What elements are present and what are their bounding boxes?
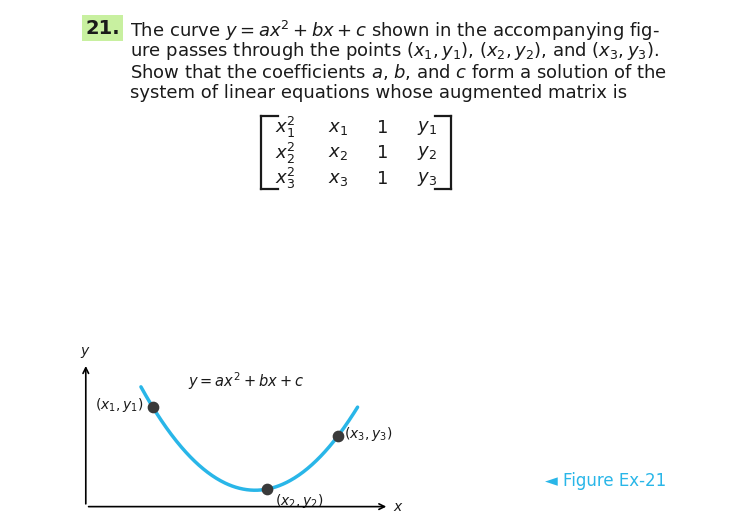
Text: $x_2$: $x_2$ bbox=[328, 144, 347, 162]
Point bbox=[332, 432, 344, 440]
Text: ◄ Figure Ex-21: ◄ Figure Ex-21 bbox=[545, 472, 666, 491]
Text: $1$: $1$ bbox=[376, 144, 388, 162]
Text: $y_3$: $y_3$ bbox=[416, 170, 437, 188]
Text: $1$: $1$ bbox=[376, 119, 388, 137]
Text: $(x_2, y_2)$: $(x_2, y_2)$ bbox=[275, 493, 324, 510]
Text: $y = ax^2 + bx + c$: $y = ax^2 + bx + c$ bbox=[188, 371, 304, 393]
Text: $x_1$: $x_1$ bbox=[328, 119, 347, 137]
Text: The curve $y = ax^2 + bx + c$ shown in the accompanying fig-: The curve $y = ax^2 + bx + c$ shown in t… bbox=[130, 19, 660, 43]
Text: $x_3^2$: $x_3^2$ bbox=[275, 166, 296, 192]
Text: ure passes through the points $(x_1, y_1)$, $(x_2, y_2)$, and $(x_3, y_3)$.: ure passes through the points $(x_1, y_1… bbox=[130, 40, 659, 62]
Text: $y$: $y$ bbox=[80, 345, 91, 360]
Text: $x_1^2$: $x_1^2$ bbox=[275, 115, 296, 140]
Point bbox=[147, 403, 159, 411]
Text: $x_2^2$: $x_2^2$ bbox=[275, 140, 296, 166]
Text: Show that the coefficients $a$, $b$, and $c$ form a solution of the: Show that the coefficients $a$, $b$, and… bbox=[130, 62, 667, 82]
Text: $(x_1, y_1)$: $(x_1, y_1)$ bbox=[95, 396, 143, 414]
Text: $1$: $1$ bbox=[376, 170, 388, 188]
Text: $x_3$: $x_3$ bbox=[327, 170, 348, 188]
Text: 21.: 21. bbox=[85, 19, 119, 38]
Text: $y_2$: $y_2$ bbox=[417, 144, 436, 162]
Text: $y_1$: $y_1$ bbox=[417, 119, 436, 137]
Text: $(x_3, y_3)$: $(x_3, y_3)$ bbox=[344, 426, 393, 443]
Text: $x$: $x$ bbox=[393, 500, 404, 513]
Text: system of linear equations whose augmented matrix is: system of linear equations whose augment… bbox=[130, 84, 627, 102]
Point bbox=[261, 485, 273, 493]
